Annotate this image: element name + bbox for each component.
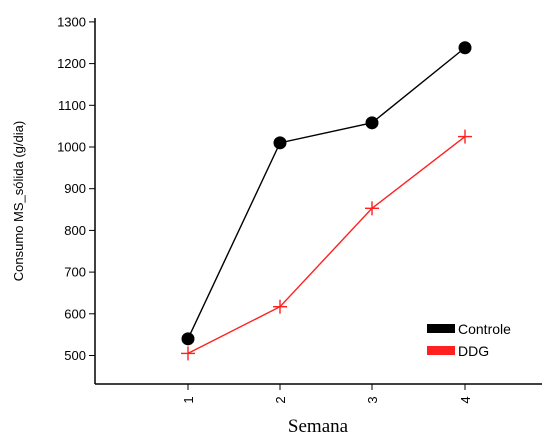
series-line-ddg — [187, 136, 466, 355]
y-tick-label: 1100 — [58, 98, 86, 113]
y-tick-label: 700 — [64, 265, 86, 280]
data-point-ddg — [365, 201, 379, 216]
y-tick-label: 1300 — [57, 14, 86, 29]
y-tick-label: 500 — [64, 348, 86, 363]
y-tick-label: 1200 — [57, 56, 86, 71]
x-tick-label: 2 — [273, 396, 288, 403]
legend-label-ddg: DDG — [458, 343, 489, 359]
legend: Controle DDG — [427, 321, 511, 359]
y-tick-label: 600 — [64, 306, 86, 321]
data-point-controle — [273, 136, 287, 150]
x-axis-label: Semana — [288, 416, 349, 437]
data-point-ddg — [181, 346, 195, 361]
y-axis-label: Consumo MS_sólida (g/dia) — [11, 121, 26, 281]
y-tick-label: 800 — [64, 223, 86, 238]
series-line-controle — [187, 47, 466, 340]
data-point-controle — [458, 41, 472, 55]
x-tick-label: 3 — [365, 396, 380, 403]
legend-label-controle: Controle — [458, 321, 511, 337]
plot-frame — [94, 18, 542, 385]
y-ticks: 500 600 700 800 900 1000 1100 1200 1300 — [57, 14, 95, 363]
x-tick-label: 4 — [458, 396, 473, 403]
y-tick-label: 1000 — [57, 140, 86, 155]
data-point-controle — [365, 116, 379, 130]
x-ticks: 1 2 3 4 — [181, 384, 473, 404]
series-layer — [181, 41, 472, 361]
data-point-controle — [181, 332, 195, 346]
data-point-ddg — [458, 129, 472, 144]
legend-swatch-controle — [427, 324, 455, 333]
legend-swatch-ddg — [427, 346, 455, 355]
x-tick-label: 1 — [181, 396, 196, 403]
y-tick-label: 900 — [64, 181, 86, 196]
data-point-ddg — [273, 299, 287, 314]
